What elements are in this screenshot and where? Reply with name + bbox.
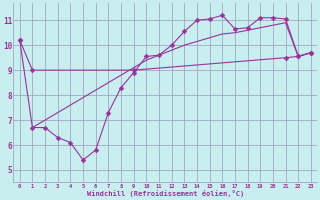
- X-axis label: Windchill (Refroidissement éolien,°C): Windchill (Refroidissement éolien,°C): [87, 190, 244, 197]
